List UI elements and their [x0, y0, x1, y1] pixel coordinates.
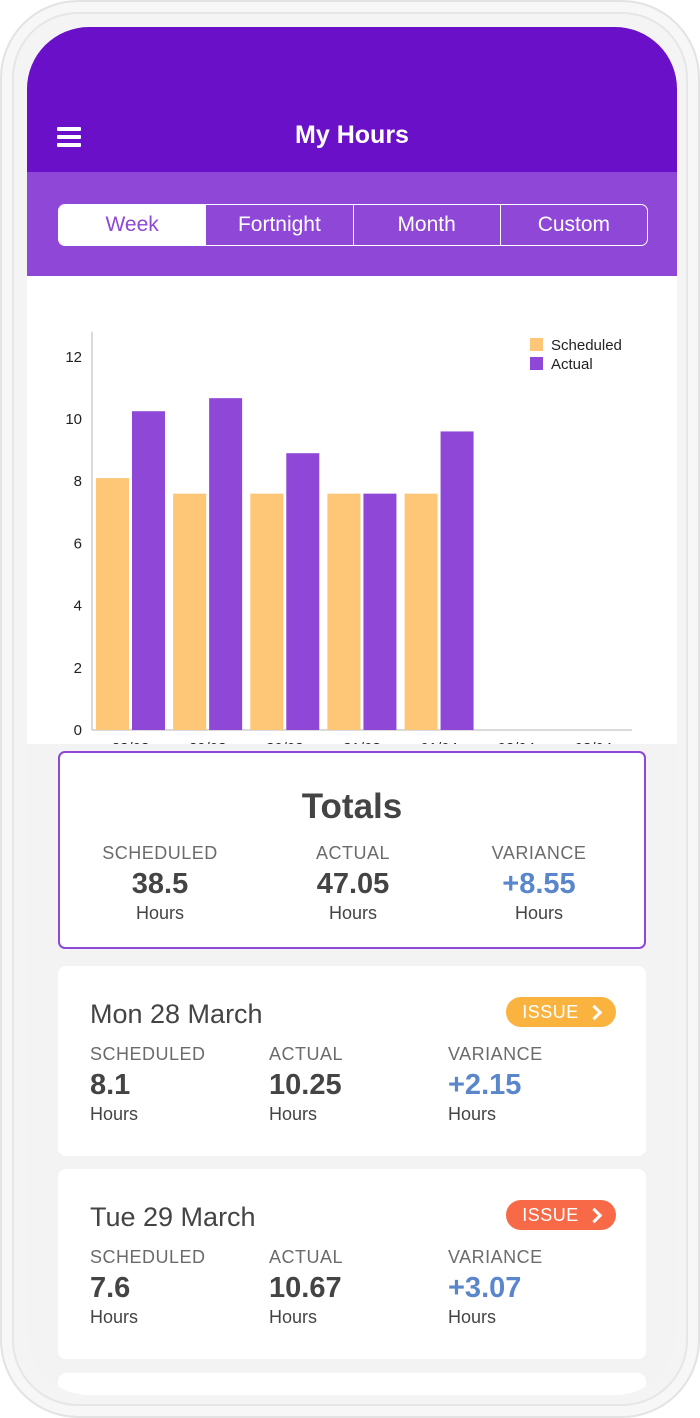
day-scheduled: SCHEDULED 8.1 Hours: [90, 1044, 206, 1125]
scheduled-bar: [96, 478, 129, 730]
totals-actual: ACTUAL 47.05 Hours: [253, 843, 453, 924]
day-variance-label: VARIANCE: [448, 1044, 543, 1064]
x-tick-label: 03/04: [575, 740, 613, 744]
actual-bar: [286, 453, 320, 730]
day-variance-value: +3.07: [448, 1272, 522, 1304]
y-tick-label: 0: [74, 722, 82, 739]
day-variance: VARIANCE +3.07 Hours: [448, 1247, 543, 1328]
totals-title: Totals: [301, 787, 403, 826]
y-tick-label: 10: [65, 411, 82, 428]
day-variance-value: +2.15: [448, 1069, 522, 1101]
period-tab-bar: Week Fortnight Month Custom: [27, 172, 677, 276]
x-tick-label: 01/04: [420, 740, 458, 744]
day-variance-unit: Hours: [448, 1307, 497, 1327]
app-screen: My Hours Week Fortnight Month Custom 0 2 4…: [27, 27, 677, 1395]
period-selector: Week Fortnight Month Custom: [58, 204, 648, 246]
page-title: My Hours: [295, 121, 409, 149]
issue-badge[interactable]: ISSUE: [506, 1200, 616, 1230]
day-card[interactable]: Mon 28 March ISSUE SCHEDULED 8.1 Hours A…: [58, 966, 646, 1156]
totals-card: Totals SCHEDULED 38.5 Hours ACTUAL 47.05…: [58, 751, 646, 949]
actual-bar: [132, 411, 165, 730]
day-variance: VARIANCE +2.15 Hours: [448, 1044, 543, 1125]
x-tick-label: 02/04: [498, 740, 536, 744]
issue-badge[interactable]: ISSUE: [506, 997, 616, 1027]
tab-month[interactable]: Month: [354, 205, 501, 245]
scheduled-bar: [404, 493, 438, 730]
scheduled-bar: [327, 493, 361, 730]
tab-fortnight[interactable]: Fortnight: [206, 205, 354, 245]
x-tick-label: 28/03: [112, 740, 150, 744]
day-actual: ACTUAL 10.67 Hours: [269, 1247, 343, 1328]
y-tick-label: 12: [65, 349, 82, 366]
day-title: Tue 29 March: [90, 1202, 256, 1232]
actual-legend-label: Actual: [551, 356, 593, 373]
totals-variance-value: +8.55: [502, 868, 576, 900]
totals-scheduled-value: 38.5: [131, 868, 189, 900]
day-actual-label: ACTUAL: [269, 1247, 344, 1267]
issue-badge-label: ISSUE: [522, 1001, 579, 1022]
y-tick-label: 2: [74, 660, 82, 677]
y-tick-label: 8: [74, 473, 82, 490]
day-scheduled: SCHEDULED 7.6 Hours: [90, 1247, 206, 1328]
totals-actual-value: 47.05: [316, 868, 390, 900]
chevron-right-icon: [586, 1207, 603, 1223]
day-scheduled-value: 8.1: [90, 1069, 131, 1101]
totals-scheduled: SCHEDULED 38.5 Hours: [60, 843, 260, 924]
chevron-right-icon: [586, 1004, 603, 1020]
day-variance-label: VARIANCE: [448, 1247, 543, 1267]
tab-custom[interactable]: Custom: [537, 213, 611, 236]
scheduled-bar: [250, 493, 284, 730]
hamburger-menu-icon[interactable]: [57, 127, 81, 147]
totals-variance: VARIANCE +8.55 Hours: [439, 843, 639, 924]
y-tick-label: 6: [74, 535, 82, 552]
actual-bar: [440, 431, 474, 730]
totals-actual-label: ACTUAL: [315, 843, 390, 863]
day-actual-value: 10.25: [269, 1069, 342, 1101]
totals-scheduled-label: SCHEDULED: [102, 843, 218, 863]
day-actual-label: ACTUAL: [269, 1044, 344, 1064]
hours-bar-chart: 0 2 4 6 8 10 12 28/03 29/03 30/03 31/03 01/04 02/04 0…: [65, 331, 632, 744]
totals-variance-unit: Hours: [514, 903, 563, 923]
tab-week[interactable]: Week: [59, 205, 207, 245]
totals-variance-label: VARIANCE: [491, 843, 587, 863]
scheduled-legend-swatch: [530, 338, 543, 351]
x-tick-label: 31/03: [343, 740, 381, 744]
day-actual-value: 10.67: [269, 1272, 342, 1304]
day-scheduled-value: 7.6: [90, 1272, 131, 1304]
actual-bar: [209, 398, 243, 730]
x-tick-label: 29/03: [189, 740, 227, 744]
day-actual-unit: Hours: [269, 1104, 318, 1124]
y-tick-label: 4: [74, 598, 82, 615]
app-header: My Hours: [27, 27, 677, 172]
day-variance-unit: Hours: [448, 1104, 497, 1124]
totals-scheduled-unit: Hours: [135, 903, 184, 923]
scheduled-bar: [173, 493, 207, 730]
issue-badge-label: ISSUE: [522, 1204, 579, 1225]
day-scheduled-label: SCHEDULED: [90, 1247, 206, 1267]
day-scheduled-label: SCHEDULED: [90, 1044, 206, 1064]
day-scheduled-unit: Hours: [90, 1307, 139, 1327]
hours-chart: 0 2 4 6 8 10 12 28/03 29/03 30/03 31/03 01/04 02/04 0…: [27, 276, 677, 744]
actual-legend-swatch: [530, 357, 543, 370]
totals-actual-unit: Hours: [328, 903, 377, 923]
day-actual-unit: Hours: [269, 1307, 318, 1327]
day-card[interactable]: Tue 29 March ISSUE SCHEDULED 7.6 Hours A…: [58, 1169, 646, 1359]
actual-bar: [363, 493, 397, 730]
day-actual: ACTUAL 10.25 Hours: [269, 1044, 343, 1125]
day-title: Mon 28 March: [90, 999, 263, 1029]
day-scheduled-unit: Hours: [90, 1104, 139, 1124]
scheduled-legend-label: Scheduled: [551, 337, 622, 354]
day-card-partial: [58, 1373, 646, 1395]
x-tick-label: 30/03: [266, 740, 304, 744]
